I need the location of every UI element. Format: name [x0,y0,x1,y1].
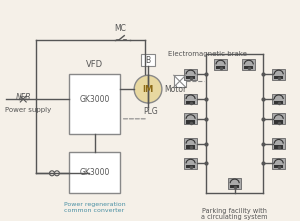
Bar [69,152,120,193]
Circle shape [134,75,162,103]
Bar [274,120,283,124]
Bar [274,145,283,149]
Text: a circulating system: a circulating system [201,214,268,220]
Bar [228,178,241,189]
Text: MC: MC [114,24,126,33]
Bar [242,59,255,70]
Bar [174,75,186,87]
Bar [184,69,197,80]
Bar [186,101,195,104]
Bar [184,93,197,105]
Text: GK3000: GK3000 [80,95,110,103]
Bar [186,120,195,124]
Bar [186,165,195,168]
Text: VFD: VFD [86,60,103,69]
Bar [230,185,239,188]
Bar [186,76,195,79]
Bar [274,76,283,79]
Bar [274,101,283,104]
Text: Electromagnetic brake: Electromagnetic brake [168,51,247,57]
Bar [186,145,195,149]
Text: Power regeneration: Power regeneration [64,202,125,207]
Text: Parking facility with: Parking facility with [202,208,267,214]
Bar [272,158,285,169]
Text: Motor: Motor [164,85,186,94]
Text: B: B [146,56,151,65]
Text: NFB: NFB [16,93,31,102]
Bar [184,138,197,149]
Bar [244,66,253,69]
Bar [141,54,155,66]
Bar [69,74,120,134]
Text: Power supply: Power supply [5,107,52,113]
Bar [274,165,283,168]
Text: IM: IM [142,85,154,94]
Bar [184,158,197,169]
Text: PLG: PLG [143,107,158,116]
Bar [272,113,285,124]
Text: common converter: common converter [64,208,124,213]
Bar [214,59,227,70]
Bar [216,66,225,69]
Bar [272,69,285,80]
Bar [272,138,285,149]
Text: GK3000: GK3000 [80,168,110,177]
Bar [184,113,197,124]
Bar [272,93,285,105]
